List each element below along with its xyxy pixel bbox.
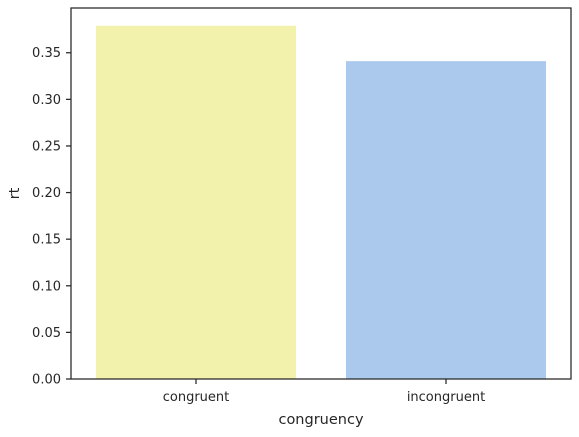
y-tick-label: 0.25 xyxy=(32,139,61,154)
bar-incongruent xyxy=(346,61,546,379)
y-tick-label: 0.00 xyxy=(32,373,61,388)
x-axis-label: congruency xyxy=(278,412,363,428)
y-axis-ticks: 0.00 0.05 0.10 0.15 0.20 0.25 0.30 0.35 xyxy=(32,46,71,388)
plot-frame xyxy=(70,7,572,380)
x-tick-label: incongruent xyxy=(407,390,485,405)
y-tick-label: 0.10 xyxy=(32,279,61,294)
y-tick-label: 0.05 xyxy=(32,326,61,341)
y-tick-label: 0.20 xyxy=(32,186,61,201)
y-tick-label: 0.35 xyxy=(32,46,61,61)
y-axis-label: rt xyxy=(7,187,23,199)
bar-congruent xyxy=(96,25,296,379)
y-tick-label: 0.15 xyxy=(32,233,61,248)
bars xyxy=(96,25,546,379)
y-tick-label: 0.30 xyxy=(32,93,61,108)
x-axis-ticks: congruent incongruent xyxy=(163,379,485,405)
x-tick-label: congruent xyxy=(163,390,230,405)
